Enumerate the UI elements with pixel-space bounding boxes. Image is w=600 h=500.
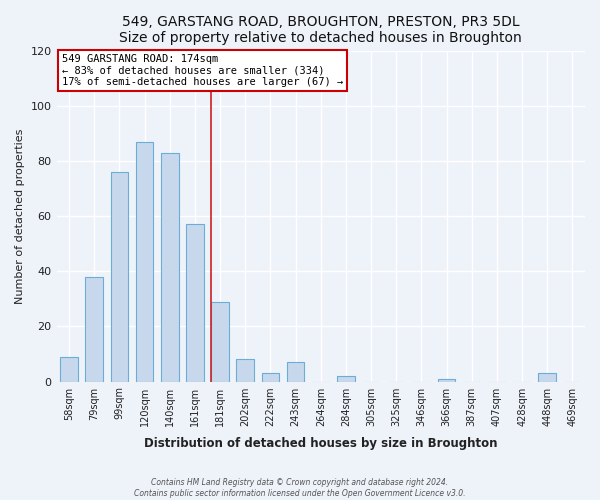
X-axis label: Distribution of detached houses by size in Broughton: Distribution of detached houses by size …: [144, 437, 497, 450]
Title: 549, GARSTANG ROAD, BROUGHTON, PRESTON, PR3 5DL
Size of property relative to det: 549, GARSTANG ROAD, BROUGHTON, PRESTON, …: [119, 15, 522, 45]
Bar: [236, 360, 254, 382]
Bar: [85, 276, 103, 382]
Bar: [161, 152, 179, 382]
Bar: [287, 362, 304, 382]
Bar: [337, 376, 355, 382]
Bar: [438, 379, 455, 382]
Bar: [110, 172, 128, 382]
Bar: [186, 224, 204, 382]
Bar: [211, 302, 229, 382]
Text: 549 GARSTANG ROAD: 174sqm
← 83% of detached houses are smaller (334)
17% of semi: 549 GARSTANG ROAD: 174sqm ← 83% of detac…: [62, 54, 343, 87]
Bar: [61, 356, 78, 382]
Bar: [538, 374, 556, 382]
Bar: [262, 374, 279, 382]
Bar: [136, 142, 154, 382]
Y-axis label: Number of detached properties: Number of detached properties: [15, 128, 25, 304]
Text: Contains HM Land Registry data © Crown copyright and database right 2024.
Contai: Contains HM Land Registry data © Crown c…: [134, 478, 466, 498]
